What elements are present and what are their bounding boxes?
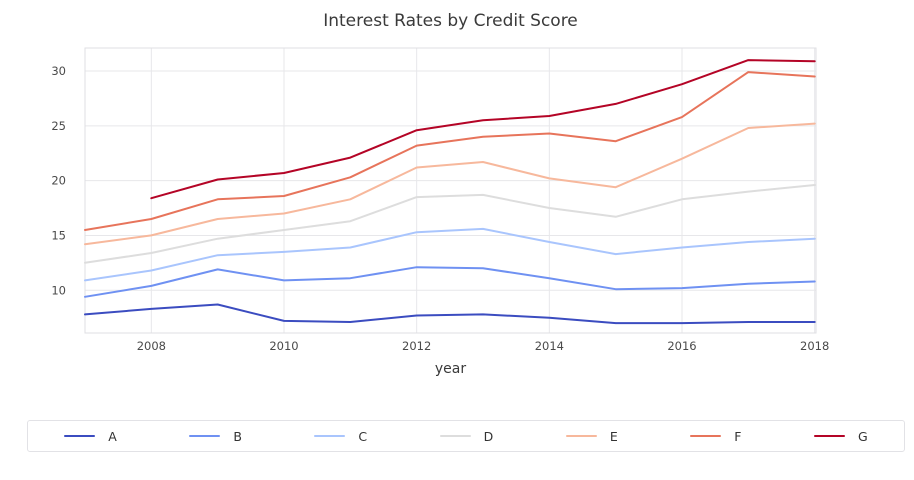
legend-label-B: B: [233, 428, 242, 444]
legend-swatch-C: [314, 435, 346, 437]
x-tick-label: 2018: [800, 339, 829, 353]
legend-entry-C: C: [314, 429, 367, 444]
y-tick-label: 25: [51, 119, 66, 133]
series-line-D: [84, 184, 816, 264]
y-tick-label: 10: [51, 283, 66, 297]
legend-entry-A: A: [64, 429, 117, 444]
y-tick-label: 20: [51, 174, 66, 188]
series-line-C: [84, 227, 816, 282]
series-line-A: [84, 303, 816, 325]
legend: A B C D E F G: [27, 420, 905, 452]
series-line-B: [84, 266, 816, 298]
y-tick-label: 30: [51, 64, 66, 78]
legend-entry-B: B: [189, 429, 242, 444]
legend-entry-E: E: [565, 428, 618, 444]
chart-title: Interest Rates by Credit Score: [323, 11, 578, 31]
legend-label-E: E: [609, 428, 618, 444]
y-tick-label: 15: [51, 228, 66, 242]
legend-label-F: F: [734, 428, 742, 444]
legend-swatch-E: [565, 435, 597, 437]
legend-swatch-B: [189, 435, 221, 437]
legend-entry-G: G: [813, 428, 868, 444]
series-line-G: [150, 59, 816, 200]
legend-entry-D: D: [439, 428, 494, 444]
legend-label-G: G: [857, 428, 868, 444]
legend-label-A: A: [108, 428, 117, 444]
series-line-E: [84, 122, 816, 246]
plot-frame: [84, 47, 817, 334]
series-line-F: [84, 71, 816, 231]
legend-swatch-F: [690, 435, 722, 437]
x-tick-label: 2012: [402, 339, 431, 353]
x-tick-label: 2008: [137, 339, 166, 353]
legend-swatch-D: [439, 435, 471, 437]
legend-swatch-A: [64, 435, 96, 437]
legend-entry-F: F: [690, 429, 741, 444]
legend-label-C: C: [358, 428, 368, 444]
legend-label-D: D: [483, 428, 494, 444]
plot-area: 10 15 20 25 30 2008 2010 2012 2014 2016 2018: [51, 47, 829, 353]
x-tick-label: 2014: [535, 339, 564, 353]
x-tick-label: 2010: [269, 339, 298, 353]
x-tick-label: 2016: [667, 339, 696, 353]
x-axis-label: year: [434, 361, 467, 377]
legend-swatch-G: [813, 435, 845, 437]
